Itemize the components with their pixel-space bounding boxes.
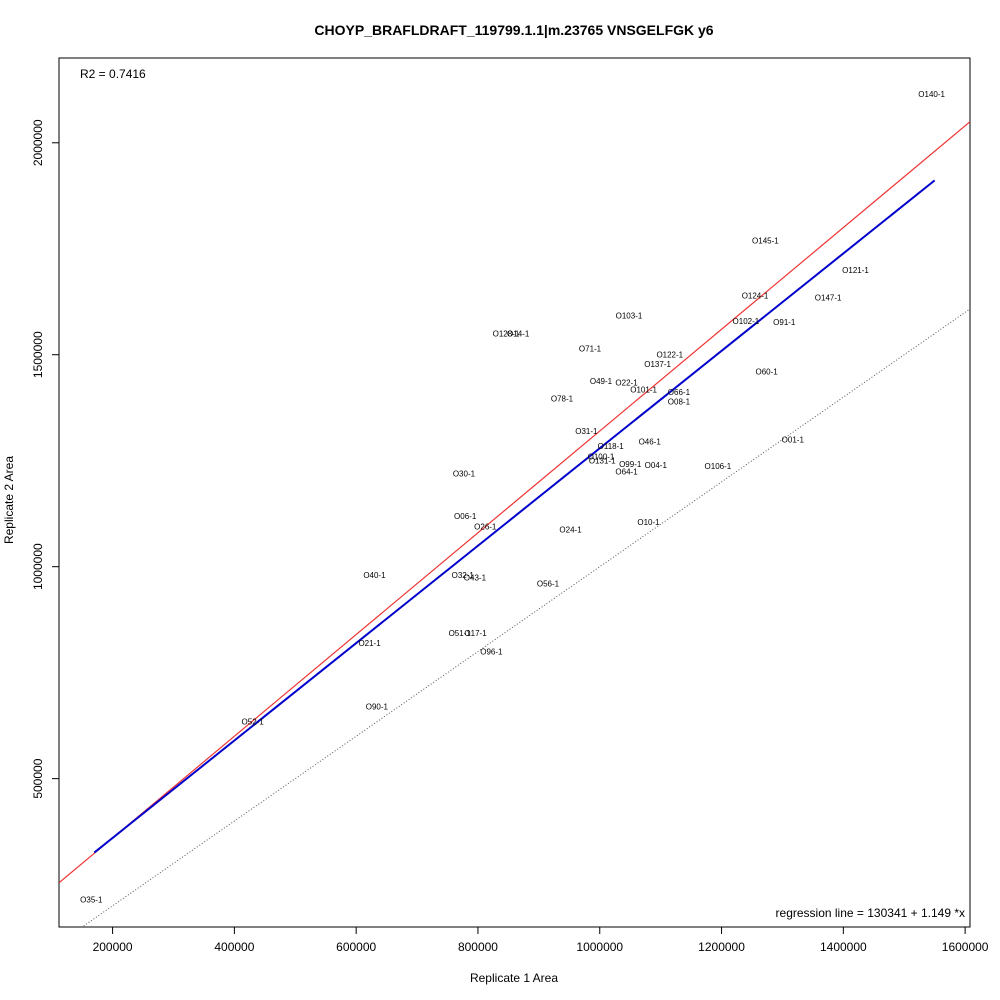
point-label: O96-1 [480, 647, 503, 656]
point-label: O43-1 [464, 573, 487, 582]
x-tick-label: 1600000 [942, 940, 989, 954]
point-label: O71-1 [579, 344, 602, 353]
point-label: O04-1 [645, 461, 668, 470]
point-label: O118-1 [598, 442, 625, 451]
point-label: O101-1 [630, 385, 657, 394]
point-label: O56-1 [537, 580, 560, 589]
point-label: O91-1 [773, 318, 796, 327]
point-label: O01-1 [782, 436, 805, 445]
point-label: O64-1 [615, 467, 638, 476]
point-label: O31-1 [575, 427, 598, 436]
point-label: O78-1 [551, 394, 574, 403]
x-tick-label: 1400000 [820, 940, 867, 954]
x-tick-label: 1200000 [698, 940, 745, 954]
point-label: O145-1 [752, 236, 779, 245]
x-tick-label: 600000 [336, 940, 376, 954]
x-tick-label: 800000 [458, 940, 498, 954]
r2-annotation: R2 = 0.7416 [80, 67, 146, 81]
point-label: O21-1 [358, 639, 381, 648]
point-label: O30-1 [453, 469, 476, 478]
reference-line-red [59, 121, 970, 884]
identity-line [81, 308, 970, 927]
y-tick-label: 1000000 [31, 543, 45, 590]
regression-annotation: regression line = 130341 + 1.149 *x [776, 906, 965, 920]
point-label: O14-1 [507, 330, 530, 339]
point-label: O103-1 [616, 312, 643, 321]
y-axis-label: Replicate 2 Area [2, 456, 16, 544]
x-tick-label: 1000000 [576, 940, 623, 954]
regression-line [93, 179, 936, 854]
y-tick-label: 1500000 [31, 331, 45, 378]
point-label: O147-1 [815, 294, 842, 303]
plot-area: O140-1 O145-1 O121-1 O124-1 O147-1 O103-1 O102… [59, 90, 970, 927]
point-label: O90-1 [366, 703, 389, 712]
point-label: O102-1 [733, 317, 760, 326]
point-label: O99-1 [619, 460, 642, 469]
point-label: O35-1 [80, 895, 103, 904]
point-label: O128-1 [493, 330, 520, 339]
x-tick-label: 200000 [93, 940, 133, 954]
point-label: O140-1 [918, 90, 945, 99]
point-label: O106-1 [705, 462, 732, 471]
point-label: O17-1 [464, 629, 487, 638]
point-label: O100-1 [588, 452, 615, 461]
point-label: O124-1 [742, 291, 769, 300]
plot-frame [58, 57, 971, 928]
point-label: O49-1 [590, 377, 613, 386]
point-label: O10-1 [637, 518, 660, 527]
point-label: O131-1 [589, 457, 616, 466]
chart-title: CHOYP_BRAFLDRAFT_119799.1.1|m.23765 VNSG… [314, 22, 713, 38]
point-label: O121-1 [842, 266, 869, 275]
point-label: O122-1 [656, 351, 683, 360]
point-label: O24-1 [559, 525, 582, 534]
x-axis-label: Replicate 1 Area [470, 971, 558, 985]
point-label: O66-1 [668, 388, 691, 397]
x-tick-label: 400000 [214, 940, 254, 954]
point-label: O51-1 [449, 629, 472, 638]
y-axis: 500000 1000000 1500000 2000000 [31, 119, 60, 799]
point-label: O60-1 [755, 368, 778, 377]
point-label: O26-1 [474, 522, 497, 531]
point-label: O52-1 [242, 717, 265, 726]
point-label: O137-1 [644, 360, 671, 369]
y-tick-label: 500000 [31, 758, 45, 798]
point-label: O06-1 [454, 512, 477, 521]
point-label: O46-1 [639, 438, 662, 447]
point-label: O40-1 [363, 571, 386, 580]
x-axis: 200000 400000 600000 800000 1000000 1200000 14… [93, 926, 989, 954]
point-label: O32-1 [452, 571, 475, 580]
y-tick-label: 2000000 [31, 119, 45, 166]
point-label: O22-1 [615, 378, 638, 387]
point-label: O08-1 [668, 397, 691, 406]
